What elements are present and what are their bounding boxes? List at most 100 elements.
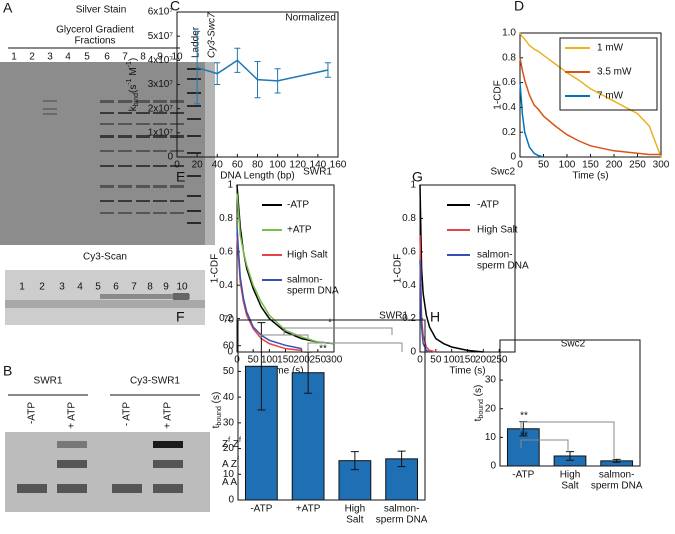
gel-band <box>43 108 57 110</box>
gel-band <box>187 135 201 137</box>
panel-letter: F <box>176 309 185 325</box>
x-tick-label: 140 <box>310 160 327 171</box>
lane-label: + ATP <box>67 402 78 429</box>
y-tick-label: 0.2 <box>402 313 416 324</box>
legend-label: +ATP <box>287 225 312 236</box>
gel-band <box>153 441 183 448</box>
gel-band <box>153 123 167 125</box>
x-tick-label: sperm DNA <box>376 515 428 526</box>
y-tick-label: 0.6 <box>402 246 416 257</box>
y-axis-label: kbind(s-1 M-1) <box>126 58 140 112</box>
gel-band <box>100 112 114 114</box>
gel-band <box>118 165 132 167</box>
label-part: -1 <box>126 61 133 67</box>
significance-bracket <box>520 421 615 458</box>
series-line <box>519 57 661 156</box>
y-tick-label: 10 <box>223 469 235 480</box>
scan-lane-label: 5 <box>95 282 101 293</box>
y-tick-label: 0.4 <box>219 280 233 291</box>
x-tick-label: 50 <box>248 355 260 366</box>
label-part: M <box>128 67 139 78</box>
legend-label: High Salt <box>477 225 518 236</box>
y-tick-label: 1x10⁷ <box>148 127 174 138</box>
label-part: (s <box>128 85 139 93</box>
y-tick-label: 0.6 <box>219 246 233 257</box>
series-line <box>419 184 484 353</box>
gel-band <box>187 118 201 120</box>
y-axis-label: 1-CDF <box>493 80 504 109</box>
gel-band <box>153 135 167 138</box>
y-tick-label: 20 <box>485 403 497 414</box>
chart-title: Swc2 <box>561 339 586 350</box>
error-bar <box>194 30 201 105</box>
y-tick-label: 0 <box>490 461 496 472</box>
label-part: f <box>239 437 241 444</box>
x-tick-label: 150 <box>582 160 599 171</box>
error-bar <box>566 451 574 461</box>
scan-title: Cy3-Scan <box>83 252 127 263</box>
significance-bracket <box>520 439 569 452</box>
scan-lane-label: 6 <box>113 282 119 293</box>
x-tick-label: 150 <box>459 355 476 366</box>
gel-band <box>118 100 132 103</box>
y-tick-label: 3x10⁷ <box>148 79 174 90</box>
error-bar <box>612 458 621 463</box>
gel-band <box>100 123 114 125</box>
scan-lane-label: 8 <box>147 282 153 293</box>
series-line <box>419 260 430 353</box>
series-line <box>236 193 335 345</box>
gel-band <box>187 222 201 224</box>
gel-band <box>100 135 114 138</box>
gel-band <box>136 123 150 125</box>
y-axis-label: tbound (s) <box>473 385 486 422</box>
label-part: (s) <box>211 392 222 406</box>
label-part: A Z <box>222 459 237 470</box>
x-tick-label: 250 <box>629 160 646 171</box>
gel-band <box>118 200 132 202</box>
label-part: ) <box>128 58 139 61</box>
y-tick-label: 0.6 <box>502 77 516 88</box>
panel-letter: H <box>430 309 440 325</box>
gel-band <box>57 460 87 468</box>
label-part: A A <box>222 477 237 488</box>
y-tick-label: 2x10⁷ <box>148 103 174 114</box>
y-tick-label: 1.0 <box>502 28 516 39</box>
plot-frame <box>237 319 426 501</box>
group-label: SWR1 <box>34 376 63 387</box>
gel-band <box>153 112 167 114</box>
x-tick-label: +ATP <box>296 504 321 515</box>
gel-band <box>187 152 201 154</box>
error-bar <box>214 62 221 85</box>
x-tick-label: 160 <box>330 160 347 171</box>
label-part: Z <box>222 439 228 450</box>
gel-band <box>118 212 132 214</box>
x-tick-label: 150 <box>277 355 294 366</box>
scan-lane-label: 1 <box>19 282 25 293</box>
x-axis-label: Time (s) <box>572 171 608 182</box>
gel-band <box>187 195 201 197</box>
label-part: (s) <box>473 385 484 399</box>
y-axis-label: tbound (s) <box>211 392 224 429</box>
gel-band <box>118 123 132 125</box>
y-tick-label: 1 <box>227 180 233 191</box>
y-tick-label: 0.4 <box>502 102 516 113</box>
lane-label: - ATP <box>122 402 133 427</box>
lane-label: 9 <box>157 52 163 63</box>
x-tick-label: 300 <box>653 160 670 171</box>
lane-label: + ATP <box>163 402 174 429</box>
legend-label: sperm DNA <box>287 286 339 297</box>
x-tick-label: 50 <box>538 160 550 171</box>
gel-band <box>118 150 132 152</box>
gel-band <box>170 165 184 167</box>
x-tick-label: 80 <box>252 160 264 171</box>
y-tick-label: 0.2 <box>502 127 516 138</box>
y-tick-label: 6x10⁷ <box>148 7 174 18</box>
gel-subtitle: Glycerol Gradient <box>56 25 134 36</box>
significance-label: ** <box>520 431 528 442</box>
gel-band <box>100 150 114 152</box>
y-tick-label: 20 <box>223 443 235 454</box>
gel-band <box>118 185 132 188</box>
gel-band <box>118 135 132 138</box>
gel-band <box>136 212 150 214</box>
x-tick-label: 200 <box>293 355 310 366</box>
